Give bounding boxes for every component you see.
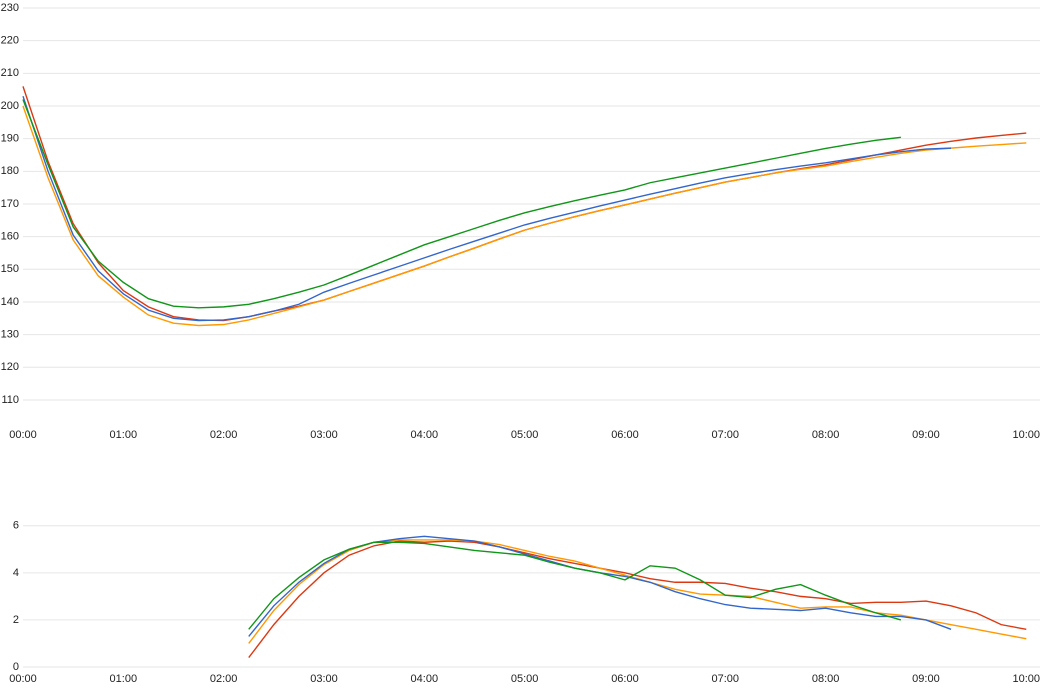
x-tick-label: 02:00 — [210, 673, 238, 685]
x-tick-label: 05:00 — [511, 429, 539, 441]
x-tick-label: 01:00 — [110, 429, 138, 441]
y-tick-label: 170 — [1, 198, 19, 210]
x-tick-label: 10:00 — [1013, 673, 1041, 685]
x-tick-label: 09:00 — [912, 429, 940, 441]
y-tick-label: 140 — [1, 296, 19, 308]
y-tick-label: 230 — [1, 2, 19, 14]
y-tick-label: 130 — [1, 329, 19, 341]
series-line — [22, 95, 952, 322]
y-tick-label: 220 — [1, 35, 19, 47]
series-line — [248, 540, 1027, 659]
y-tick-label: 0 — [13, 661, 19, 673]
y-tick-label: 150 — [1, 263, 19, 275]
y-tick-label: 4 — [13, 567, 19, 579]
x-tick-label: 04:00 — [411, 673, 439, 685]
y-tick-label: 180 — [1, 165, 19, 177]
y-tick-label: 2 — [13, 614, 19, 626]
x-tick-label: 04:00 — [411, 429, 439, 441]
y-tick-label: 190 — [1, 133, 19, 145]
y-tick-label: 6 — [13, 520, 19, 532]
x-tick-label: 05:00 — [511, 673, 539, 685]
y-tick-label: 200 — [1, 100, 19, 112]
y-tick-label: 110 — [1, 394, 19, 406]
x-tick-label: 10:00 — [1013, 429, 1041, 441]
x-tick-label: 07:00 — [712, 429, 740, 441]
series-line — [248, 535, 952, 637]
y-tick-label: 210 — [1, 67, 19, 79]
y-tick-label: 120 — [1, 361, 19, 373]
x-tick-label: 03:00 — [310, 429, 338, 441]
x-tick-label: 07:00 — [712, 673, 740, 685]
x-tick-label: 03:00 — [310, 673, 338, 685]
series-line — [248, 539, 1027, 644]
y-tick-label: 160 — [1, 231, 19, 243]
x-tick-label: 00:00 — [9, 429, 37, 441]
x-tick-label: 01:00 — [110, 673, 138, 685]
x-tick-label: 08:00 — [812, 673, 840, 685]
x-tick-label: 00:00 — [9, 673, 37, 685]
x-tick-label: 06:00 — [611, 429, 639, 441]
x-tick-label: 09:00 — [912, 673, 940, 685]
series-line — [22, 99, 901, 309]
x-tick-label: 02:00 — [210, 429, 238, 441]
series-line — [248, 541, 902, 630]
x-tick-label: 08:00 — [812, 429, 840, 441]
series-line — [22, 105, 1027, 327]
x-tick-label: 06:00 — [611, 673, 639, 685]
